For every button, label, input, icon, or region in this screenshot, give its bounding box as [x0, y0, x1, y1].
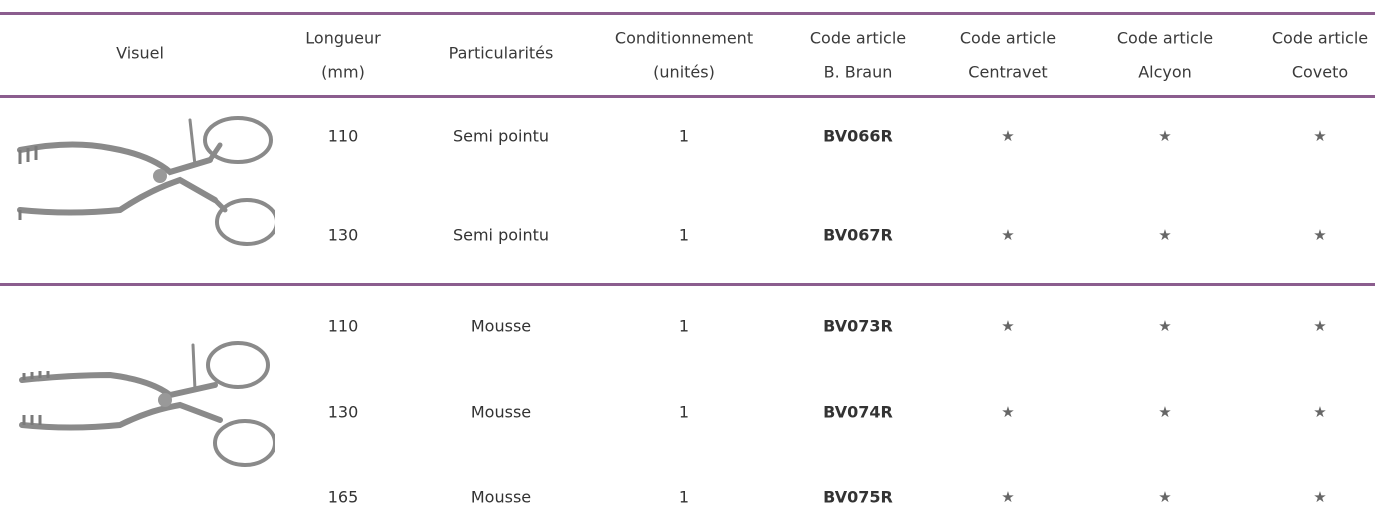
header-cell: (unités)	[653, 62, 715, 82]
availability-star: ★	[1158, 488, 1172, 506]
availability-star: ★	[1001, 403, 1015, 421]
table-cell: Mousse	[470, 316, 532, 336]
header-cell: B. Braun	[823, 62, 893, 82]
table-cell: 130	[327, 402, 359, 422]
header-cell: Code article	[959, 28, 1057, 48]
header-cell: Longueur	[305, 28, 381, 48]
table-cell: Mousse	[470, 487, 532, 507]
article-code: BV073R	[823, 316, 893, 336]
table-cell: 1	[678, 126, 690, 146]
availability-star: ★	[1313, 317, 1327, 335]
top-rule	[0, 12, 1375, 15]
table-cell: 1	[678, 402, 690, 422]
header-cell: Code article	[809, 28, 907, 48]
availability-star: ★	[1001, 317, 1015, 335]
article-code: BV075R	[823, 487, 893, 507]
header-cell: Visuel	[116, 43, 164, 63]
table-cell: Semi pointu	[452, 126, 550, 146]
group-rule	[0, 283, 1375, 286]
header-cell: Conditionnement	[614, 28, 754, 48]
availability-star: ★	[1001, 488, 1015, 506]
table-cell: 110	[327, 316, 359, 336]
header-cell: Code article	[1116, 28, 1214, 48]
availability-star: ★	[1313, 403, 1327, 421]
header-cell: Alcyon	[1138, 62, 1192, 82]
instrument-image	[19, 341, 275, 467]
header-rule	[0, 95, 1375, 98]
table-cell: 1	[678, 316, 690, 336]
availability-star: ★	[1001, 226, 1015, 244]
table-cell: Semi pointu	[452, 225, 550, 245]
table-cell: 1	[678, 225, 690, 245]
availability-star: ★	[1001, 127, 1015, 145]
table-cell: 165	[327, 487, 359, 507]
header-cell: Code article	[1271, 28, 1369, 48]
header-cell: Centravet	[968, 62, 1048, 82]
article-code: BV066R	[823, 126, 893, 146]
header-cell: Coveto	[1291, 62, 1349, 82]
table-cell: Mousse	[470, 402, 532, 422]
table-cell: 130	[327, 225, 359, 245]
article-code: BV067R	[823, 225, 893, 245]
availability-star: ★	[1158, 127, 1172, 145]
table-cell: 1	[678, 487, 690, 507]
table-cell: 110	[327, 126, 359, 146]
availability-star: ★	[1158, 403, 1172, 421]
availability-star: ★	[1313, 127, 1327, 145]
article-code: BV074R	[823, 402, 893, 422]
header-cell: (mm)	[321, 62, 365, 82]
availability-star: ★	[1313, 226, 1327, 244]
header-cell: Particularités	[448, 43, 554, 63]
availability-star: ★	[1313, 488, 1327, 506]
availability-star: ★	[1158, 226, 1172, 244]
availability-star: ★	[1158, 317, 1172, 335]
instrument-image	[17, 116, 275, 246]
